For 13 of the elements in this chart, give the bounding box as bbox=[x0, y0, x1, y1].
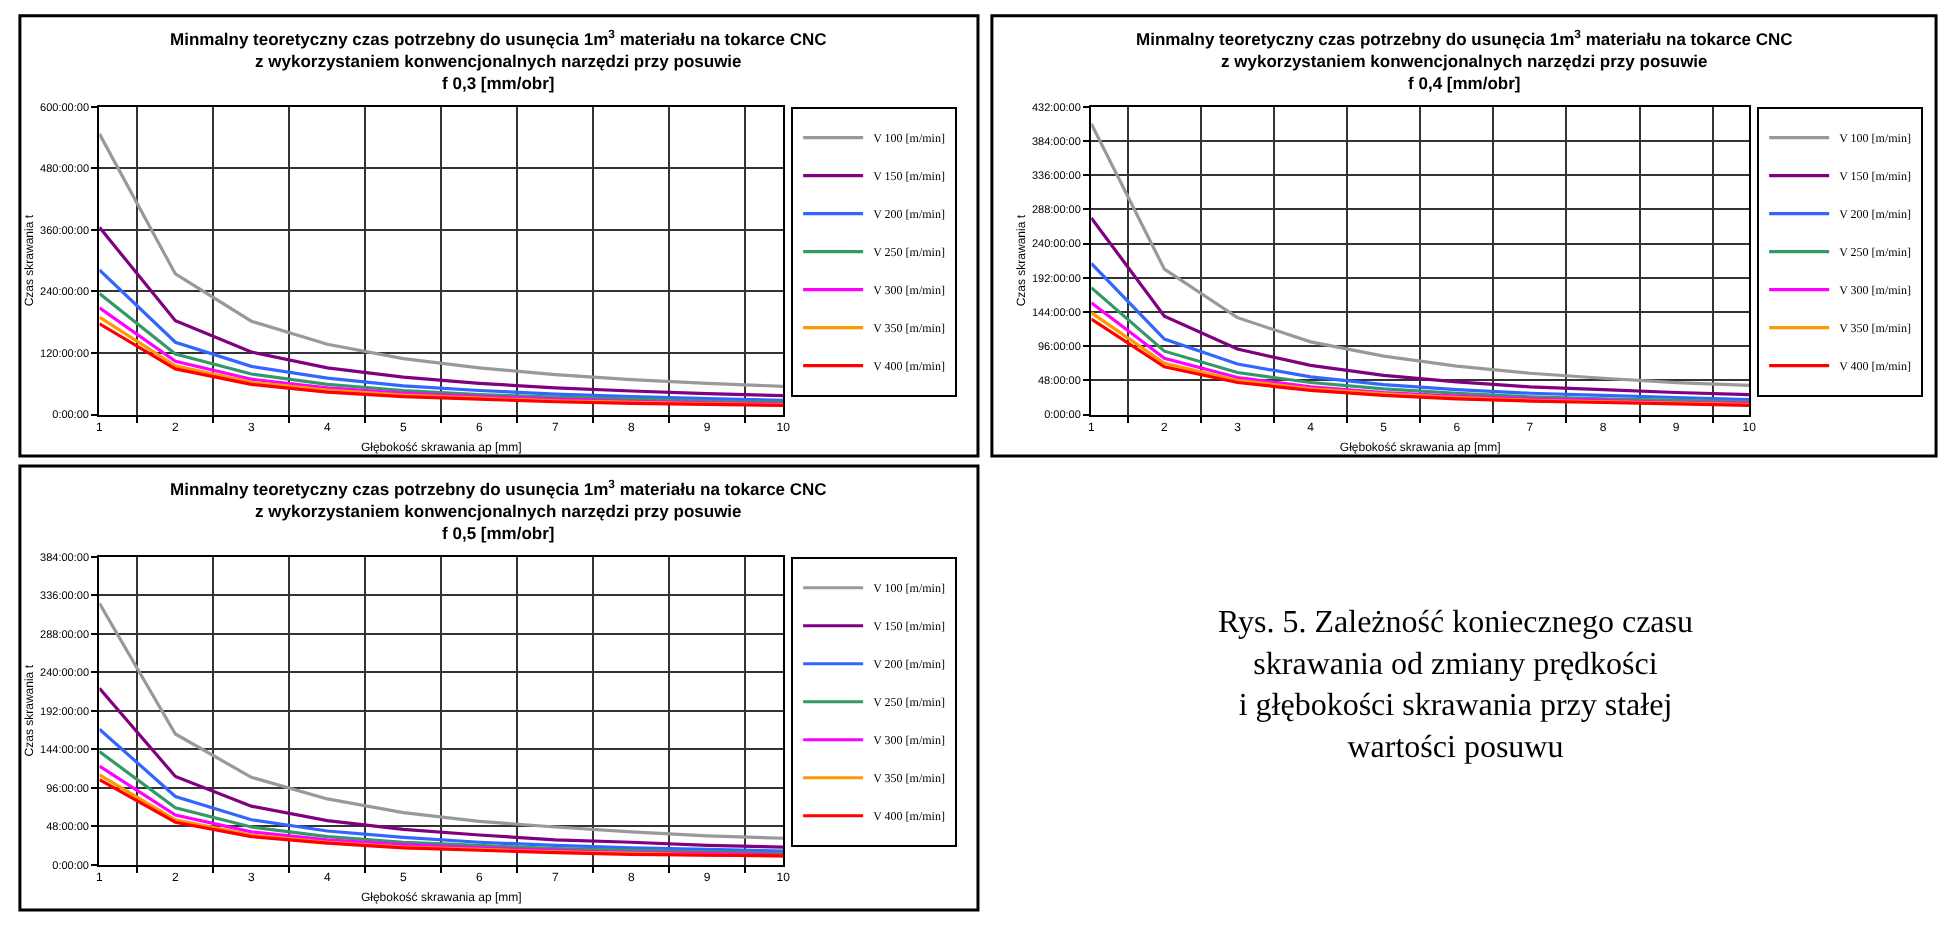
line-series bbox=[99, 727, 784, 853]
line-series bbox=[1091, 261, 1750, 402]
chart-title: Minmalny teoretyczny czas potrzebny do usunęcia 1m$^{3}$ materiału na tokarce CNC z wykorzystaniem konwencjonalnych narzędzi przy posuwie f 0,3 [mm/obr] bbox=[170, 28, 827, 94]
text: Rys. 5. Zależność koniecznego czasu skrawania od zmiany prędkości i głębokości skrawania przy stałej wartości posuwu bbox=[1218, 606, 1693, 765]
line-series bbox=[99, 268, 784, 402]
line-series bbox=[1091, 122, 1750, 387]
line-series bbox=[99, 225, 784, 398]
chart-title: Minmalny teoretyczny czas potrzebny do usunęcia 1m$^{3}$ materiału na tokarce CNC z wykorzystaniem konwencjonalnych narzędzi przy posuwie f 0,4 [mm/obr] bbox=[1136, 28, 1793, 94]
line-series bbox=[99, 686, 784, 849]
line-series bbox=[99, 601, 784, 840]
line-series bbox=[99, 132, 784, 388]
chart-title: Minmalny teoretyczny czas potrzebny do usunęcia 1m$^{3}$ materiału na tokarce CNC z wykorzystaniem konwencjonalnych narzędzi przy posuwie f 0,5 [mm/obr] bbox=[170, 478, 827, 544]
line-series bbox=[1091, 216, 1750, 397]
